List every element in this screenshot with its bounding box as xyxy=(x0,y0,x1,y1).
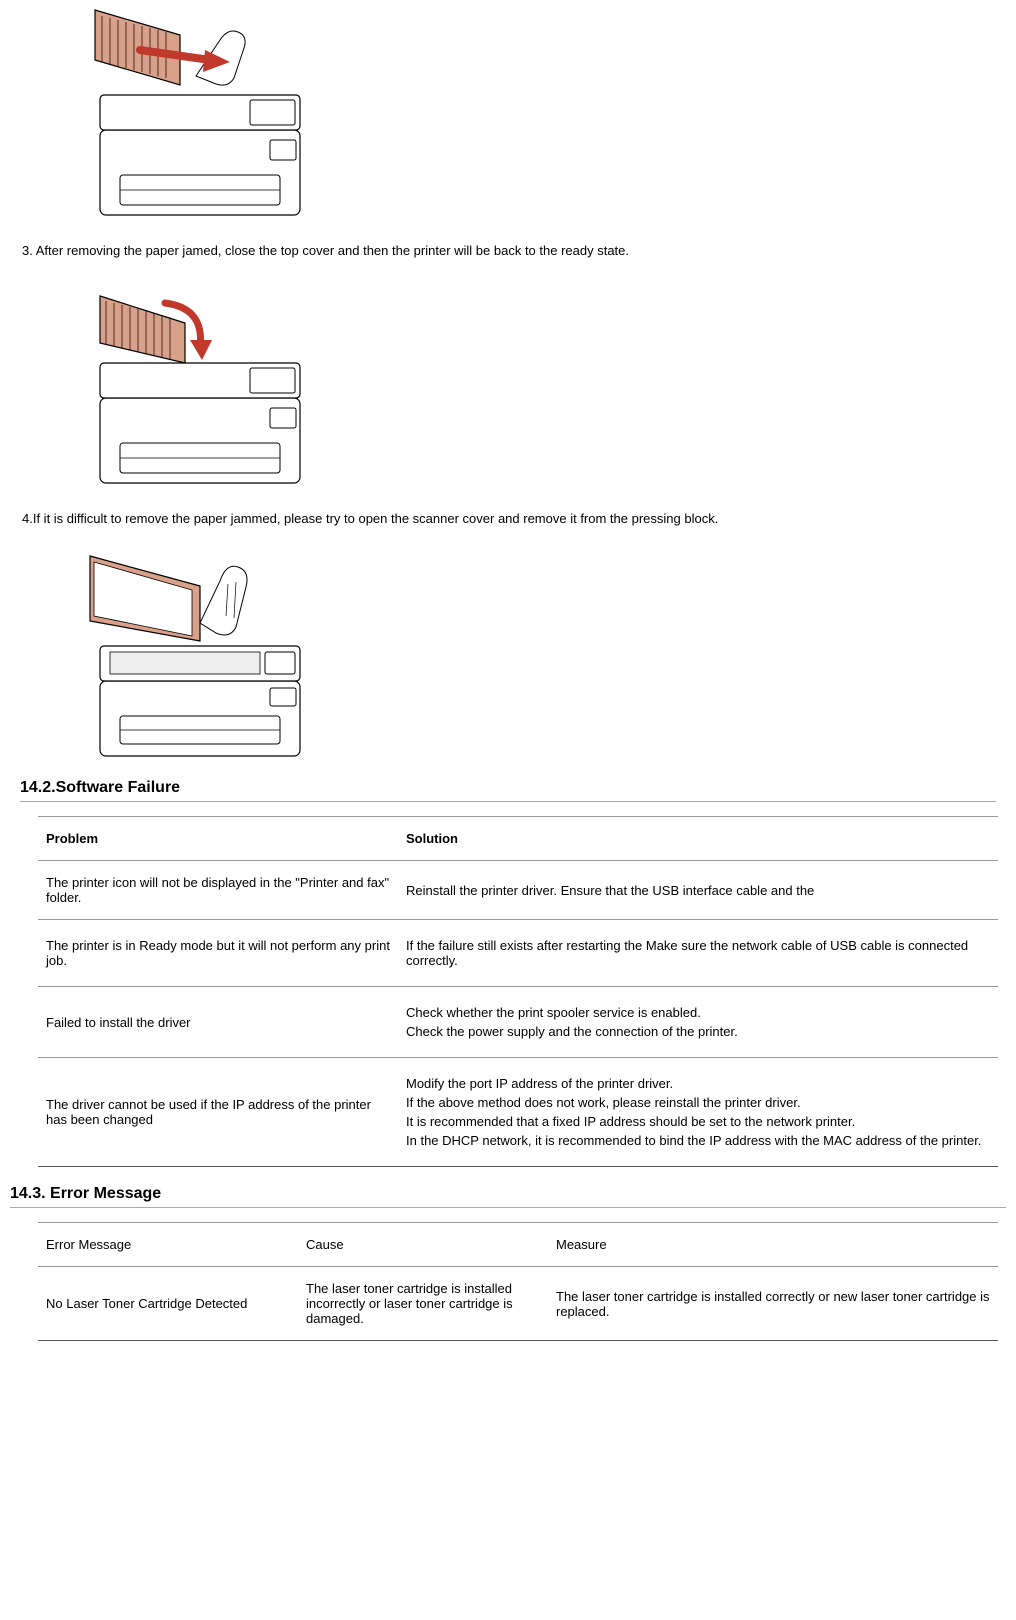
printer-figure-3 xyxy=(70,536,1006,769)
cell-solution-line: If the above method does not work, pleas… xyxy=(406,1095,990,1110)
section-heading-software-failure: 14.2.Software Failure xyxy=(20,779,1006,799)
table-row: Failed to install the driver Check wheth… xyxy=(38,987,998,1058)
printer-svg-3 xyxy=(70,536,330,766)
cell-solution-line: If the failure still exists after restar… xyxy=(406,938,990,968)
col-error: Error Message xyxy=(38,1223,298,1267)
cell-problem: Failed to install the driver xyxy=(38,987,398,1058)
error-message-table: Error Message Cause Measure No Laser Ton… xyxy=(38,1222,998,1341)
printer-svg-1 xyxy=(70,0,330,230)
printer-svg-2 xyxy=(70,268,330,498)
cell-problem: The printer is in Ready mode but it will… xyxy=(38,920,398,987)
col-cause: Cause xyxy=(298,1223,548,1267)
table-row: The driver cannot be used if the IP addr… xyxy=(38,1058,998,1167)
software-failure-table: Problem Solution The printer icon will n… xyxy=(38,816,998,1167)
cell-solution-line: Modify the port IP address of the printe… xyxy=(406,1076,990,1091)
section-heading-error-message: 14.3. Error Message xyxy=(10,1185,1006,1205)
step-4-text: 4.If it is difficult to remove the paper… xyxy=(22,511,1006,526)
cell-solution-line: It is recommended that a fixed IP addres… xyxy=(406,1114,990,1129)
cell-solution-line: Check the power supply and the connectio… xyxy=(406,1024,990,1039)
cell-solution: Check whether the print spooler service … xyxy=(398,987,998,1058)
cell-solution: Modify the port IP address of the printe… xyxy=(398,1058,998,1167)
cell-problem: The printer icon will not be displayed i… xyxy=(38,861,398,920)
cell-measure: The laser toner cartridge is installed c… xyxy=(548,1267,998,1341)
col-problem: Problem xyxy=(38,817,398,861)
cell-cause: The laser toner cartridge is installed i… xyxy=(298,1267,548,1341)
cell-solution-line: In the DHCP network, it is recommended t… xyxy=(406,1133,990,1148)
table-row: No Laser Toner Cartridge Detected The la… xyxy=(38,1267,998,1341)
col-measure: Measure xyxy=(548,1223,998,1267)
table-row: The printer icon will not be displayed i… xyxy=(38,861,998,920)
printer-figure-1 xyxy=(70,0,1006,233)
cell-problem: The driver cannot be used if the IP addr… xyxy=(38,1058,398,1167)
cell-solution: If the failure still exists after restar… xyxy=(398,920,998,987)
cell-solution-line: Check whether the print spooler service … xyxy=(406,1005,990,1020)
table-row: The printer is in Ready mode but it will… xyxy=(38,920,998,987)
section-divider xyxy=(20,801,996,802)
section-divider xyxy=(10,1207,1006,1208)
cell-error: No Laser Toner Cartridge Detected xyxy=(38,1267,298,1341)
printer-figure-2 xyxy=(70,268,1006,501)
step-3-text: 3. After removing the paper jamed, close… xyxy=(22,243,1006,258)
table-header-row: Problem Solution xyxy=(38,817,998,861)
table-header-row: Error Message Cause Measure xyxy=(38,1223,998,1267)
cell-solution: Reinstall the printer driver. Ensure tha… xyxy=(398,861,998,920)
col-solution: Solution xyxy=(398,817,998,861)
cell-solution-line: Reinstall the printer driver. Ensure tha… xyxy=(406,883,990,898)
